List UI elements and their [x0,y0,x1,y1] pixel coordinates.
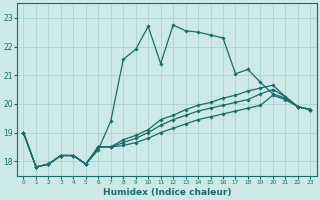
X-axis label: Humidex (Indice chaleur): Humidex (Indice chaleur) [103,188,231,197]
